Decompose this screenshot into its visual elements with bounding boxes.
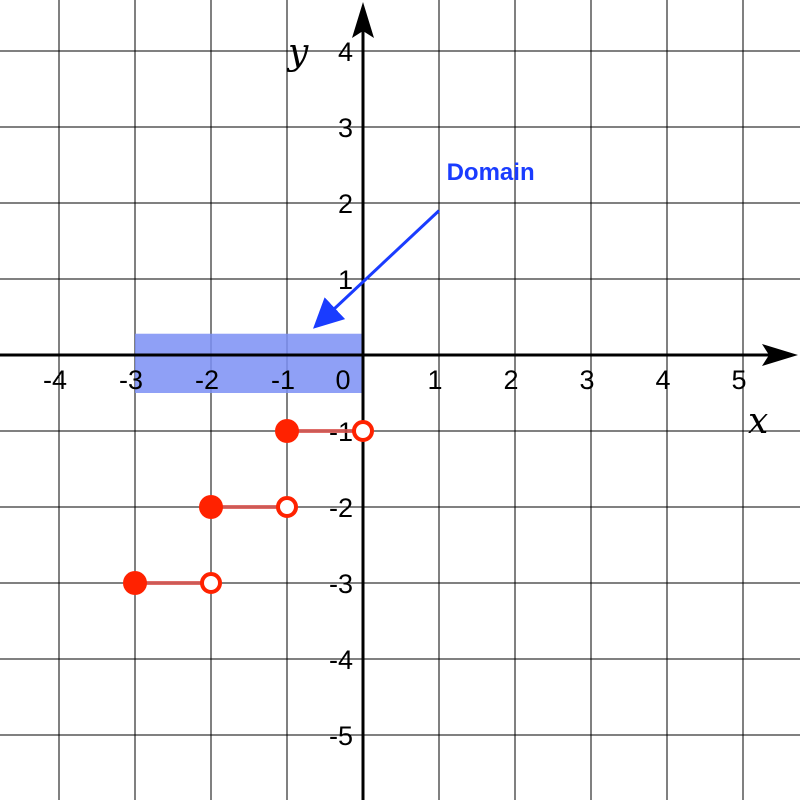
closed-endpoint (275, 419, 299, 443)
x-tick-label: 0 (335, 365, 350, 395)
closed-endpoint (123, 571, 147, 595)
domain-annotation-label: Domain (447, 159, 535, 186)
x-axis-title: x (748, 401, 768, 442)
step-segment (199, 495, 298, 519)
x-tick-label: -2 (195, 365, 219, 395)
x-tick-label: 5 (731, 365, 746, 395)
y-tick-label: -3 (329, 569, 353, 599)
y-tick-label: 3 (338, 113, 353, 143)
x-tick-label: -1 (271, 365, 295, 395)
open-endpoint (352, 420, 374, 442)
step-segment (123, 571, 222, 595)
y-tick-label: -5 (329, 721, 353, 751)
y-axis-arrowhead (352, 2, 374, 38)
x-tick-label: 2 (503, 365, 518, 395)
domain-annotation: Domain (313, 159, 535, 329)
open-endpoint (200, 572, 222, 594)
x-tick-label: 3 (579, 365, 594, 395)
x-tick-label: -4 (43, 365, 67, 395)
x-axis-arrowhead (762, 344, 798, 366)
x-tick-label: 1 (427, 365, 442, 395)
x-tick-label: -3 (119, 365, 143, 395)
domain-region-layer (135, 333, 363, 393)
domain-region (135, 333, 363, 393)
y-tick-label: 2 (338, 189, 353, 219)
y-tick-label: -2 (329, 493, 353, 523)
step-segment (275, 419, 374, 443)
y-tick-label: 1 (338, 265, 353, 295)
y-axis-title: y (286, 32, 309, 73)
closed-endpoint (199, 495, 223, 519)
y-tick-label: -4 (329, 645, 353, 675)
open-endpoint (276, 496, 298, 518)
domain-annotation-arrow (313, 209, 441, 329)
x-tick-label: 4 (655, 365, 670, 395)
step-segments (123, 419, 374, 595)
y-tick-label: 4 (338, 37, 353, 67)
